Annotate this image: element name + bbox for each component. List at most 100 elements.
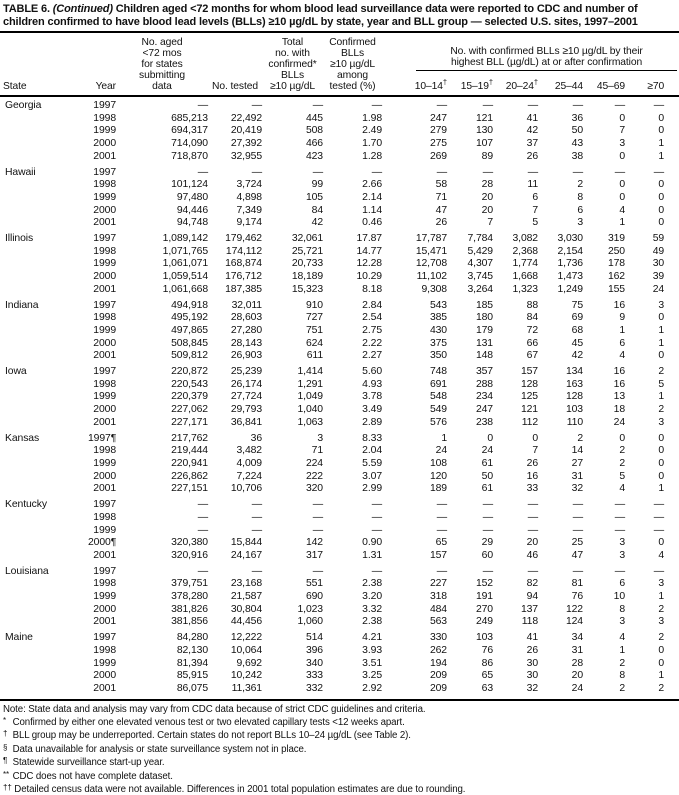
value-cell: — xyxy=(527,166,538,178)
value-cell: 396 xyxy=(305,644,323,656)
year-cell: 1997¶ xyxy=(88,430,116,446)
state-name-cell: Louisiana xyxy=(5,565,49,577)
value-cell: 3.32 xyxy=(362,603,382,615)
year-value: 2000 xyxy=(88,537,111,549)
value-cell: 105 xyxy=(305,191,323,203)
value-cell: — xyxy=(312,511,323,523)
value-cell: 217,762 xyxy=(171,432,208,444)
value-cell: 2,154 xyxy=(557,245,583,257)
value-cell: 7 xyxy=(532,204,538,216)
year-cell: 1999 xyxy=(88,192,116,205)
value-cell: 381,856 xyxy=(171,616,208,628)
value-cell: 26 xyxy=(435,217,447,229)
value-cell: 12.28 xyxy=(356,258,382,270)
value-cell: 1 xyxy=(658,150,665,162)
value-cell: 509,812 xyxy=(171,350,208,362)
value-cell: 714,090 xyxy=(171,138,208,150)
value-cell: 6 xyxy=(577,204,583,216)
table-row: 1999 220,379 27,724 1,049 3.78 548 234 125 128 13… xyxy=(0,391,679,404)
value-cell: 155 xyxy=(607,283,625,295)
value-cell: — xyxy=(572,499,583,511)
dagger-footnote-marker: † xyxy=(488,77,493,87)
value-cell: 4.93 xyxy=(362,378,382,390)
value-cell: 45 xyxy=(571,337,583,349)
value-cell: 110 xyxy=(566,416,583,428)
state-name-cell xyxy=(0,578,88,591)
value-cell: 445 xyxy=(305,112,323,124)
value-cell: 9 xyxy=(619,312,625,324)
year-cell: 1999 xyxy=(88,258,116,271)
table-row: 2001 86,075 11,361 332 2.92 209 63 32 24 2 2 xyxy=(0,682,679,701)
value-cell: 32,955 xyxy=(230,150,262,162)
value-cell: 118 xyxy=(521,616,538,628)
value-cell: — xyxy=(197,166,208,178)
value-cell: 3 xyxy=(658,416,665,428)
state-name-cell xyxy=(0,658,88,671)
value-cell: 18 xyxy=(613,404,625,416)
value-cell: 2.14 xyxy=(362,191,382,203)
value-cell: 375 xyxy=(429,337,447,349)
value-cell: 320,916 xyxy=(171,549,208,561)
value-cell: 2.38 xyxy=(362,616,382,628)
footnote-symbol: § xyxy=(3,742,8,752)
value-cell: 27 xyxy=(571,457,583,469)
value-cell: 275 xyxy=(429,138,447,150)
state-name-cell xyxy=(0,179,88,192)
value-cell: 2.75 xyxy=(362,324,382,336)
value-cell: 24 xyxy=(613,416,625,428)
value-cell: 0 xyxy=(658,125,665,137)
value-cell: 2 xyxy=(658,603,665,615)
value-cell: 0 xyxy=(658,470,665,482)
table-row: 1999 694,317 20,419 508 2.49 279 130 42 50 7 0 xyxy=(0,125,679,138)
footnote-line: § Data unavailable for analysis or state… xyxy=(3,742,679,755)
state-name-cell xyxy=(0,151,88,164)
year-value: 1999 xyxy=(93,591,116,603)
value-cell: — xyxy=(572,524,583,536)
table-row: 2001 509,812 26,903 611 2.27 350 148 67 42 4 0 xyxy=(0,350,679,363)
year-cell: 1997 xyxy=(88,230,116,246)
value-cell: 320 xyxy=(305,483,323,495)
value-cell: 1 xyxy=(658,324,665,336)
value-cell: 63 xyxy=(447,682,493,701)
state-name-cell: Iowa xyxy=(5,366,27,378)
bll-range-label: 45–69 xyxy=(596,81,625,92)
value-cell: — xyxy=(527,100,538,111)
value-cell: 11,361 xyxy=(208,682,262,701)
value-cell: 3,264 xyxy=(467,283,493,295)
value-cell: 157 xyxy=(520,366,538,378)
value-cell: 563 xyxy=(429,616,447,628)
value-cell: 44,456 xyxy=(230,616,262,628)
value-cell: 61 xyxy=(481,457,493,469)
year-value: 1999 xyxy=(93,191,116,203)
value-cell: — xyxy=(197,499,208,511)
year-value: 1997 xyxy=(93,499,116,511)
footnote-text: BLL group may be underreported. Certain … xyxy=(12,730,411,742)
value-cell: — xyxy=(371,565,382,577)
value-cell: — xyxy=(371,511,382,523)
value-cell: 279 xyxy=(429,125,447,137)
year-cell: 1997 xyxy=(88,297,116,313)
value-cell: 58 xyxy=(435,179,447,191)
col-header-state: State xyxy=(0,33,88,97)
value-cell: 2.27 xyxy=(362,350,382,362)
value-cell: 32 xyxy=(571,483,583,495)
value-cell: 3,482 xyxy=(236,445,262,457)
value-cell: 29 xyxy=(481,537,493,549)
value-cell: 134 xyxy=(565,366,583,378)
value-cell: — xyxy=(614,565,625,577)
value-cell: 247 xyxy=(429,112,447,124)
value-cell: 3.51 xyxy=(362,657,382,669)
value-cell: 751 xyxy=(305,324,323,336)
value-cell: 2.99 xyxy=(362,483,382,495)
value-cell: 4 xyxy=(658,549,665,561)
value-cell: 137 xyxy=(520,603,538,615)
value-cell: — xyxy=(312,499,323,511)
value-cell: — xyxy=(653,511,665,523)
value-cell: 12,222 xyxy=(230,632,262,644)
value-cell: 99 xyxy=(311,179,323,191)
value-cell: 5 xyxy=(532,217,538,229)
state-name-cell xyxy=(0,391,88,404)
year-cell: 1999 xyxy=(88,591,116,604)
year-cell: 2001 xyxy=(88,483,116,496)
year-value: 2000 xyxy=(93,204,116,216)
